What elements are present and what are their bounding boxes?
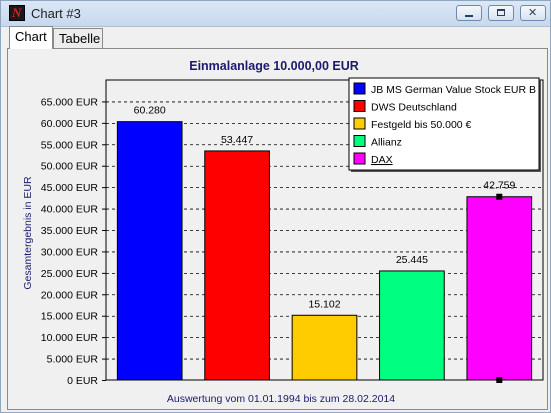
legend-swatch xyxy=(353,135,366,147)
y-tick-label: 45.000 EUR xyxy=(41,182,99,194)
app-logo-icon: N xyxy=(9,5,25,21)
close-icon xyxy=(521,6,545,20)
bar-value-label: 53.447 xyxy=(221,134,253,146)
y-tick-label: 30.000 EUR xyxy=(41,246,99,258)
y-tick-label: 55.000 EUR xyxy=(41,139,99,151)
bar-value-label: 60.280 xyxy=(134,105,166,117)
chart-title: Einmalanlage 10.000,00 EUR xyxy=(189,59,359,73)
title-bar[interactable]: N Chart #3 xyxy=(1,1,550,27)
legend-entry[interactable]: JB MS German Value Stock EUR B xyxy=(371,84,536,96)
legend-entry[interactable]: DWS Deutschland xyxy=(371,102,457,114)
bar[interactable] xyxy=(291,314,358,381)
legend-swatch xyxy=(353,82,366,95)
y-axis-label: Gesamtergebnis in EUR xyxy=(22,176,34,290)
selection-handle-icon[interactable] xyxy=(496,193,503,200)
y-tick-label: 0 EUR xyxy=(67,375,98,387)
plot-area: 0 EUR 5.000 EUR 10.000 EUR 15.000 EUR 20.000… xyxy=(41,77,544,387)
bar-value-label: 25.445 xyxy=(396,254,428,266)
chart-area: Einmalanlage 10.000,00 EUR Gesamtergebni… xyxy=(9,50,547,408)
bar-value-label: 42.759 xyxy=(483,180,515,192)
legend xyxy=(348,77,540,171)
y-tick-label: 35.000 EUR xyxy=(41,225,99,237)
maximize-icon xyxy=(489,6,513,20)
bar-chart: Einmalanlage 10.000,00 EUR Gesamtergebni… xyxy=(22,59,544,405)
y-tick-label: 20.000 EUR xyxy=(41,289,99,301)
tab-chart[interactable]: Chart xyxy=(9,26,53,49)
minimize-button[interactable] xyxy=(456,5,482,21)
maximize-button[interactable] xyxy=(488,5,514,21)
bar[interactable] xyxy=(204,150,270,381)
y-tick-label: 25.000 EUR xyxy=(41,268,99,280)
bar-value-label: 15.102 xyxy=(308,298,340,310)
legend-entry[interactable]: Allianz xyxy=(371,137,402,149)
legend-swatch xyxy=(353,100,366,112)
bar[interactable] xyxy=(466,196,533,381)
y-tick-label: 5.000 EUR xyxy=(47,354,99,366)
y-tick-label: 60.000 EUR xyxy=(41,118,99,130)
legend-swatch xyxy=(353,152,366,165)
tab-panel: Einmalanlage 10.000,00 EUR Gesamtergebni… xyxy=(7,48,548,410)
y-tick-label: 10.000 EUR xyxy=(41,332,99,344)
window-title: Chart #3 xyxy=(31,6,81,21)
bar[interactable] xyxy=(116,121,183,381)
y-tick-label: 15.000 EUR xyxy=(41,311,99,323)
y-tick-label: 50.000 EUR xyxy=(41,161,99,173)
close-button[interactable] xyxy=(520,5,546,21)
selection-handle-icon[interactable] xyxy=(496,377,503,383)
x-axis-label: Auswertung vom 01.01.1994 bis zum 28.02.… xyxy=(167,393,395,405)
y-tick-label: 65.000 EUR xyxy=(41,96,99,108)
legend-swatch xyxy=(353,117,366,130)
y-tick-label: 40.000 EUR xyxy=(41,204,99,216)
minimize-icon xyxy=(457,6,481,20)
tab-tabelle[interactable]: Tabelle xyxy=(53,28,103,48)
bar[interactable] xyxy=(379,270,445,381)
legend-entry[interactable]: DAX xyxy=(371,154,393,166)
legend-entry[interactable]: Festgeld bis 50.000 € xyxy=(371,119,472,131)
